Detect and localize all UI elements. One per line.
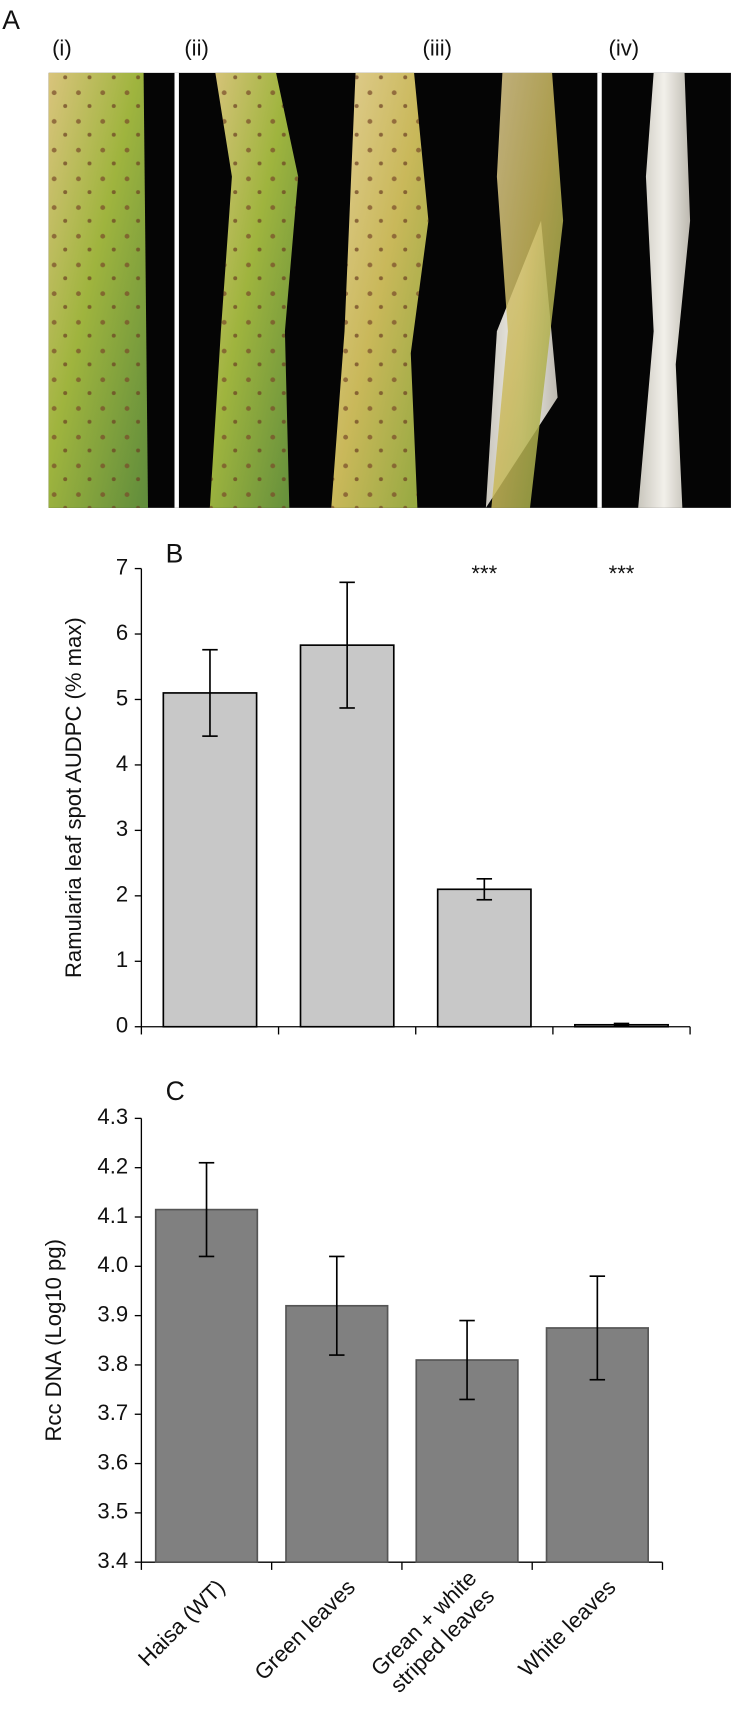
bar (162, 692, 258, 1028)
x-tick-label: White leaves (513, 1574, 620, 1681)
error-bar (329, 1255, 345, 1356)
y-tick-label: 5 (116, 685, 128, 710)
bar (436, 888, 532, 1028)
y-tick-label: 7 (116, 554, 128, 579)
error-bar (476, 877, 493, 901)
y-tick-label: 3 (116, 816, 128, 841)
chart-title: C (166, 1076, 185, 1106)
leaf-label: (iii) (423, 36, 452, 61)
error-bar (589, 1275, 606, 1381)
annotation: *** (471, 561, 497, 586)
y-tick-label: 0 (116, 1013, 128, 1038)
y-axis-label: Ramularia leaf spot AUDPC (% max) (61, 617, 86, 978)
y-tick-label: 4 (116, 751, 128, 776)
x-tick-label: Haisa (WT) (133, 1574, 230, 1671)
error-bar (339, 581, 355, 709)
error-bar (459, 1319, 475, 1401)
y-tick-label: 3.5 (97, 1499, 128, 1524)
y-axis-label: Rcc DNA (Log10 pg) (41, 1239, 66, 1441)
leaf-photo (48, 72, 731, 508)
y-tick-label: 3.6 (97, 1449, 128, 1474)
y-tick-label: 6 (116, 620, 128, 645)
error-bar (613, 1022, 630, 1027)
y-tick-label: 4.3 (97, 1104, 128, 1129)
chart-title: B (166, 538, 184, 568)
bar (154, 1208, 259, 1564)
y-tick-label: 1 (116, 947, 128, 972)
leaf-label: (i) (52, 36, 72, 61)
y-tick-label: 4.2 (97, 1154, 128, 1179)
y-tick-label: 4.0 (97, 1252, 128, 1277)
y-tick-label: 3.7 (97, 1400, 128, 1425)
y-tick-label: 2 (116, 882, 128, 907)
y-tick-label: 3.8 (97, 1351, 128, 1376)
y-tick-label: 4.1 (97, 1203, 128, 1228)
annotation: *** (609, 561, 635, 586)
y-tick-label: 3.9 (97, 1301, 128, 1326)
error-bar (202, 648, 218, 737)
error-bar (198, 1161, 215, 1258)
leaf-label: (iv) (609, 36, 640, 61)
y-tick-label: 3.4 (97, 1548, 128, 1573)
x-tick-label: Green leaves (249, 1574, 360, 1685)
leaf-label: (ii) (184, 36, 209, 61)
panel-label: A (2, 5, 20, 35)
x-tick-label: Grean + whitestriped leaves (366, 1565, 499, 1698)
